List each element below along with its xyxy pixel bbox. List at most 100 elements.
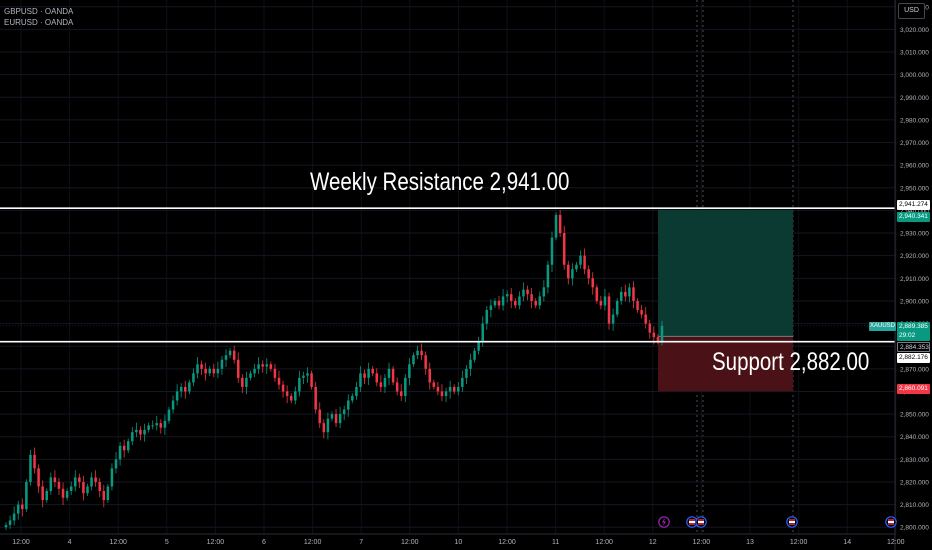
candle-body xyxy=(579,255,582,265)
x-tick-label: 12:00 xyxy=(790,539,808,546)
flag-stripe xyxy=(698,519,704,521)
candle-body xyxy=(501,296,505,306)
candle-body xyxy=(228,350,232,356)
support-price-tag: 2,882.176 xyxy=(897,353,930,363)
candle-body xyxy=(359,373,362,387)
candle-body xyxy=(16,504,20,514)
candle-body xyxy=(473,350,476,360)
stop-zone xyxy=(658,336,793,392)
candle-body xyxy=(122,445,126,451)
flag-stripe xyxy=(888,521,894,523)
candle-body xyxy=(452,386,456,392)
candle-body xyxy=(179,386,183,392)
candle-body xyxy=(98,481,101,492)
candle-body xyxy=(481,323,484,342)
candle-body xyxy=(118,445,122,460)
candle-body xyxy=(514,300,517,306)
candle-body xyxy=(505,294,509,297)
y-tick-label: 2,850.000 xyxy=(900,412,929,419)
legend: GBPUSD · OANDA EURUSD · OANDA xyxy=(4,6,73,28)
candle-body xyxy=(175,391,179,401)
legend-series-gbpusd[interactable]: GBPUSD · OANDA xyxy=(4,7,74,16)
candle-body xyxy=(461,377,464,387)
candle-body xyxy=(526,289,529,295)
y-tick-label: 2,830.000 xyxy=(900,457,929,464)
y-tick-label: 3,010.000 xyxy=(900,50,929,57)
candle-body xyxy=(550,237,554,265)
candle-body xyxy=(151,425,154,427)
candle-body xyxy=(538,296,542,306)
y-tick-label: 2,990.000 xyxy=(900,95,929,102)
candle-body xyxy=(355,386,358,396)
candle-body xyxy=(110,468,114,487)
flag-stripe xyxy=(888,519,894,521)
legend-series-eurusd[interactable]: EURUSD · OANDA xyxy=(4,18,74,27)
candle-body xyxy=(224,355,228,360)
x-tick-label: 12:00 xyxy=(595,539,613,546)
candle-body xyxy=(4,524,8,528)
x-tick-label: 12:00 xyxy=(498,539,516,546)
candle-body xyxy=(82,481,85,494)
candle-body xyxy=(408,364,411,378)
candle-body xyxy=(204,368,207,374)
resistance-price-tag: 2,941.274 xyxy=(897,200,930,210)
candle-body xyxy=(139,429,142,435)
x-tick-label: 12:00 xyxy=(887,539,905,546)
bolt-glyph xyxy=(662,518,666,526)
event-markers[interactable] xyxy=(658,516,897,528)
candle-body xyxy=(489,305,493,310)
x-tick-label: 12 xyxy=(649,539,657,546)
symbol-tag: XAUUSD xyxy=(869,322,896,331)
candle-body xyxy=(29,454,32,482)
candle-body xyxy=(253,368,256,374)
candle-body xyxy=(21,504,24,510)
event-marker-bolt-icon[interactable] xyxy=(658,516,670,528)
event-marker-flag-icon[interactable] xyxy=(686,516,698,528)
candle-body xyxy=(86,486,89,494)
candle-body xyxy=(90,477,93,487)
candle-body xyxy=(8,520,12,525)
candle-body xyxy=(74,477,77,487)
candle-body xyxy=(338,414,342,424)
y-tick-label: 2,840.000 xyxy=(900,434,929,441)
candle-body xyxy=(306,373,309,376)
candle-body xyxy=(497,300,501,306)
x-tick-label: 11 xyxy=(552,539,559,546)
candle-body xyxy=(624,291,627,297)
candle-body xyxy=(236,359,240,378)
candle-body xyxy=(656,337,660,342)
candle-body xyxy=(330,414,334,419)
candle-body xyxy=(188,382,191,392)
resistance-annotation[interactable]: Weekly Resistance 2,941.00 xyxy=(310,168,570,196)
candle-body xyxy=(318,409,322,424)
candle-body xyxy=(346,400,350,410)
x-tick-label: 12:00 xyxy=(109,539,127,546)
candle-body xyxy=(69,486,73,492)
candle-body xyxy=(245,377,248,387)
candle-body xyxy=(648,323,652,333)
event-marker-flag-icon[interactable] xyxy=(695,516,707,528)
event-marker-flag-icon[interactable] xyxy=(885,516,897,528)
candle-body xyxy=(302,375,305,378)
candle-body xyxy=(41,486,44,501)
flag-stripe xyxy=(689,521,695,523)
flag-stripe xyxy=(888,523,894,525)
candle-body xyxy=(159,423,163,428)
candle-body xyxy=(102,491,106,501)
time-axis[interactable]: 12:00 4 12:00 5 12:00 6 12:00 7 12:00 10 12:00 11 12… xyxy=(12,539,904,546)
candle-body xyxy=(33,454,36,469)
candle-body xyxy=(375,373,379,383)
candle-body xyxy=(241,377,244,387)
candle-body xyxy=(567,264,570,279)
candle-body xyxy=(171,400,175,410)
flag-stripe xyxy=(698,523,704,525)
candle-body xyxy=(432,382,436,387)
y-tick-label: 2,980.000 xyxy=(900,117,929,124)
candle-body xyxy=(412,355,415,365)
support-annotation[interactable]: Support 2,882.00 xyxy=(712,348,870,376)
candle-body xyxy=(571,269,574,279)
candle-body xyxy=(465,368,468,378)
currency-button[interactable]: USD xyxy=(898,3,925,19)
event-marker-flag-icon[interactable] xyxy=(786,516,798,528)
